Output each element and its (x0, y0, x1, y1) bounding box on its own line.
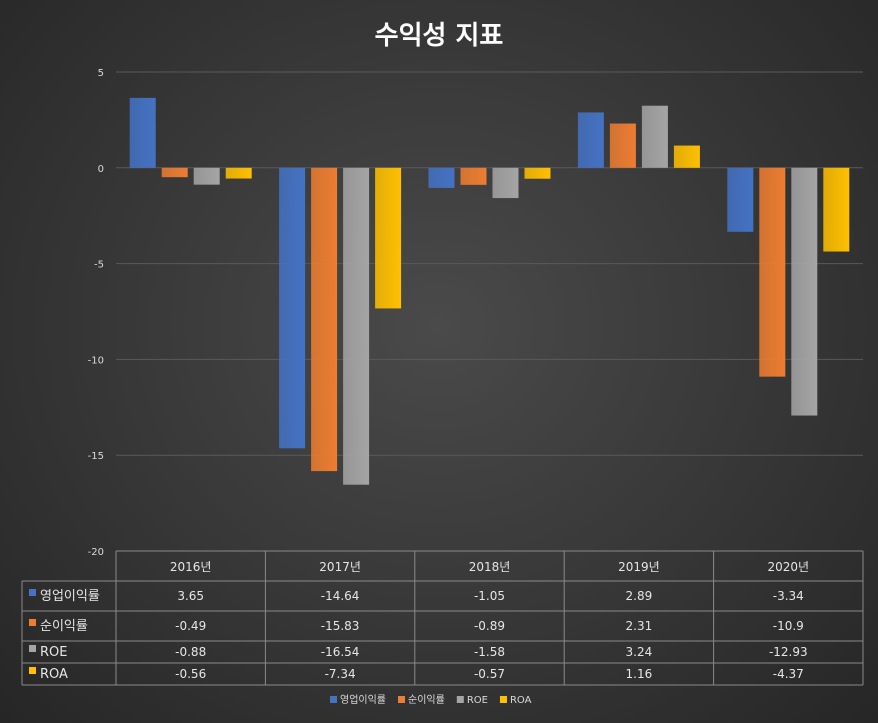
data-label: -15.83 (321, 619, 360, 633)
data-label: -0.56 (175, 667, 206, 681)
data-label: 3.65 (177, 589, 204, 603)
data-label: -7.34 (325, 667, 356, 681)
x-category-label: 2020년 (768, 560, 810, 574)
data-label: -4.37 (773, 667, 804, 681)
legend-swatch (330, 696, 337, 703)
y-axis-ticks: 5 0 -5 -10 -15 -20 (88, 68, 104, 558)
gridlines (116, 71, 863, 456)
data-label: -0.89 (474, 619, 505, 633)
data-label: -0.88 (175, 645, 206, 659)
bars (129, 97, 850, 485)
data-label: -10.9 (773, 619, 804, 633)
table-row-header: ROE (40, 645, 67, 660)
bar-ROA-2016년 (225, 167, 252, 179)
bar-ROE-2017년 (343, 167, 370, 485)
legend: 영업이익률 순이익률 ROE ROA (330, 693, 532, 706)
table-row-header: ROA (40, 667, 68, 682)
data-label: -0.49 (175, 619, 206, 633)
y-tick-label: -15 (88, 451, 104, 462)
data-label: -0.57 (474, 667, 505, 681)
legend-entry: ROE (467, 695, 488, 706)
bar-ROA-2017년 (375, 167, 402, 309)
bar-ROE-2016년 (193, 167, 220, 185)
bar-순이익률-2016년 (161, 167, 188, 178)
data-label: -1.05 (474, 589, 505, 603)
data-label: -14.64 (321, 589, 360, 603)
data-label: 2.31 (626, 619, 653, 633)
y-tick-label: -10 (88, 355, 104, 366)
data-label: -16.54 (321, 645, 360, 659)
data-label: -1.58 (474, 645, 505, 659)
bar-ROA-2018년 (524, 167, 551, 179)
data-label: 1.16 (626, 667, 653, 681)
table-legend-swatch (29, 645, 36, 652)
legend-swatch (398, 696, 405, 703)
bar-ROE-2019년 (641, 105, 668, 168)
bar-순이익률-2018년 (460, 167, 487, 185)
legend-entry: 영업이익률 (340, 693, 386, 706)
table-legend-swatch (29, 667, 36, 674)
bar-순이익률-2019년 (609, 123, 636, 168)
legend-entry: ROA (510, 695, 532, 706)
chart-title: 수익성 지표 (375, 21, 504, 51)
bar-순이익률-2017년 (311, 167, 338, 472)
legend-swatch (499, 696, 507, 703)
bar-영업이익률-2020년 (727, 167, 754, 232)
data-label: 2.89 (626, 589, 653, 603)
x-category-label: 2018년 (469, 560, 511, 574)
table-legend-swatch (29, 619, 36, 626)
data-label: 3.24 (626, 645, 653, 659)
bar-영업이익률-2017년 (279, 167, 306, 449)
bar-ROE-2018년 (492, 167, 519, 199)
bar-영업이익률-2019년 (577, 112, 604, 168)
legend-entry: 순이익률 (408, 694, 445, 706)
x-category-label: 2017년 (319, 560, 361, 574)
table-row-header: 영업이익률 (40, 589, 100, 604)
data-label: -3.34 (773, 589, 804, 603)
x-category-label: 2019년 (618, 560, 660, 574)
bar-ROA-2019년 (673, 145, 700, 168)
bar-ROA-2020년 (823, 167, 850, 252)
x-category-label: 2016년 (170, 560, 212, 574)
y-tick-label: -20 (88, 547, 104, 558)
bar-영업이익률-2018년 (428, 167, 455, 188)
legend-swatch (456, 696, 464, 703)
bar-순이익률-2020년 (759, 167, 786, 377)
bar-영업이익률-2016년 (129, 97, 156, 168)
y-tick-label: 0 (98, 164, 104, 175)
y-tick-label: 5 (98, 68, 104, 79)
table-legend-swatch (29, 589, 36, 596)
table-row-header: 순이익률 (40, 619, 88, 634)
y-tick-label: -5 (94, 260, 104, 271)
bar-ROE-2020년 (791, 167, 818, 416)
data-label: -12.93 (769, 645, 808, 659)
